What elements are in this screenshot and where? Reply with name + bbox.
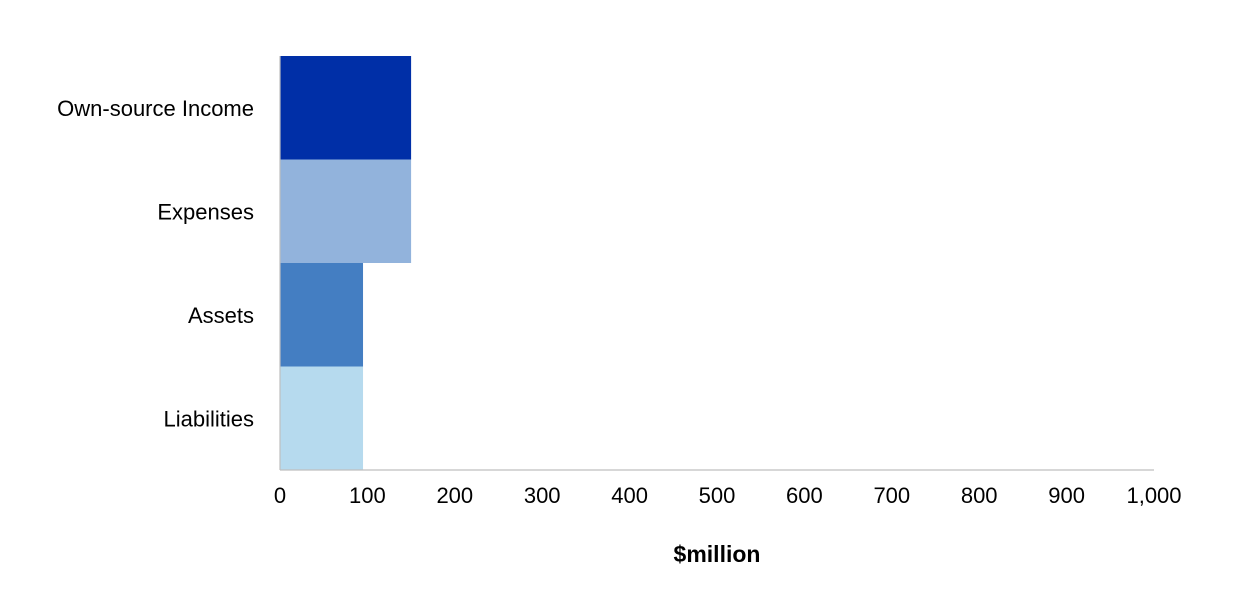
category-label: Expenses bbox=[157, 199, 254, 224]
bar-expenses bbox=[280, 159, 412, 263]
x-tick-labels-group: 0 100 200 300 400 500 600 700 800 900 1,000 bbox=[274, 483, 1182, 508]
x-tick-label: 0 bbox=[274, 483, 286, 508]
bar-own-source-income bbox=[280, 56, 412, 160]
x-axis-title: $million bbox=[674, 541, 761, 567]
category-label: Assets bbox=[188, 303, 254, 328]
x-tick-label: 600 bbox=[786, 483, 823, 508]
x-tick-label: 800 bbox=[961, 483, 998, 508]
category-label: Own-source Income bbox=[57, 96, 254, 121]
category-labels-group: Own-source Income Expenses Assets Liabiliti… bbox=[57, 96, 254, 432]
x-tick-label: 100 bbox=[349, 483, 386, 508]
bar-assets bbox=[280, 263, 364, 367]
x-tick-label: 300 bbox=[524, 483, 561, 508]
x-tick-label: 700 bbox=[873, 483, 910, 508]
x-tick-label: 900 bbox=[1048, 483, 1085, 508]
x-tick-label: 1,000 bbox=[1126, 483, 1181, 508]
bar-liabilities bbox=[280, 366, 364, 470]
x-tick-label: 200 bbox=[436, 483, 473, 508]
category-label: Liabilities bbox=[164, 406, 255, 431]
bars-group bbox=[280, 56, 412, 470]
x-tick-label: 500 bbox=[699, 483, 736, 508]
x-tick-label: 400 bbox=[611, 483, 648, 508]
